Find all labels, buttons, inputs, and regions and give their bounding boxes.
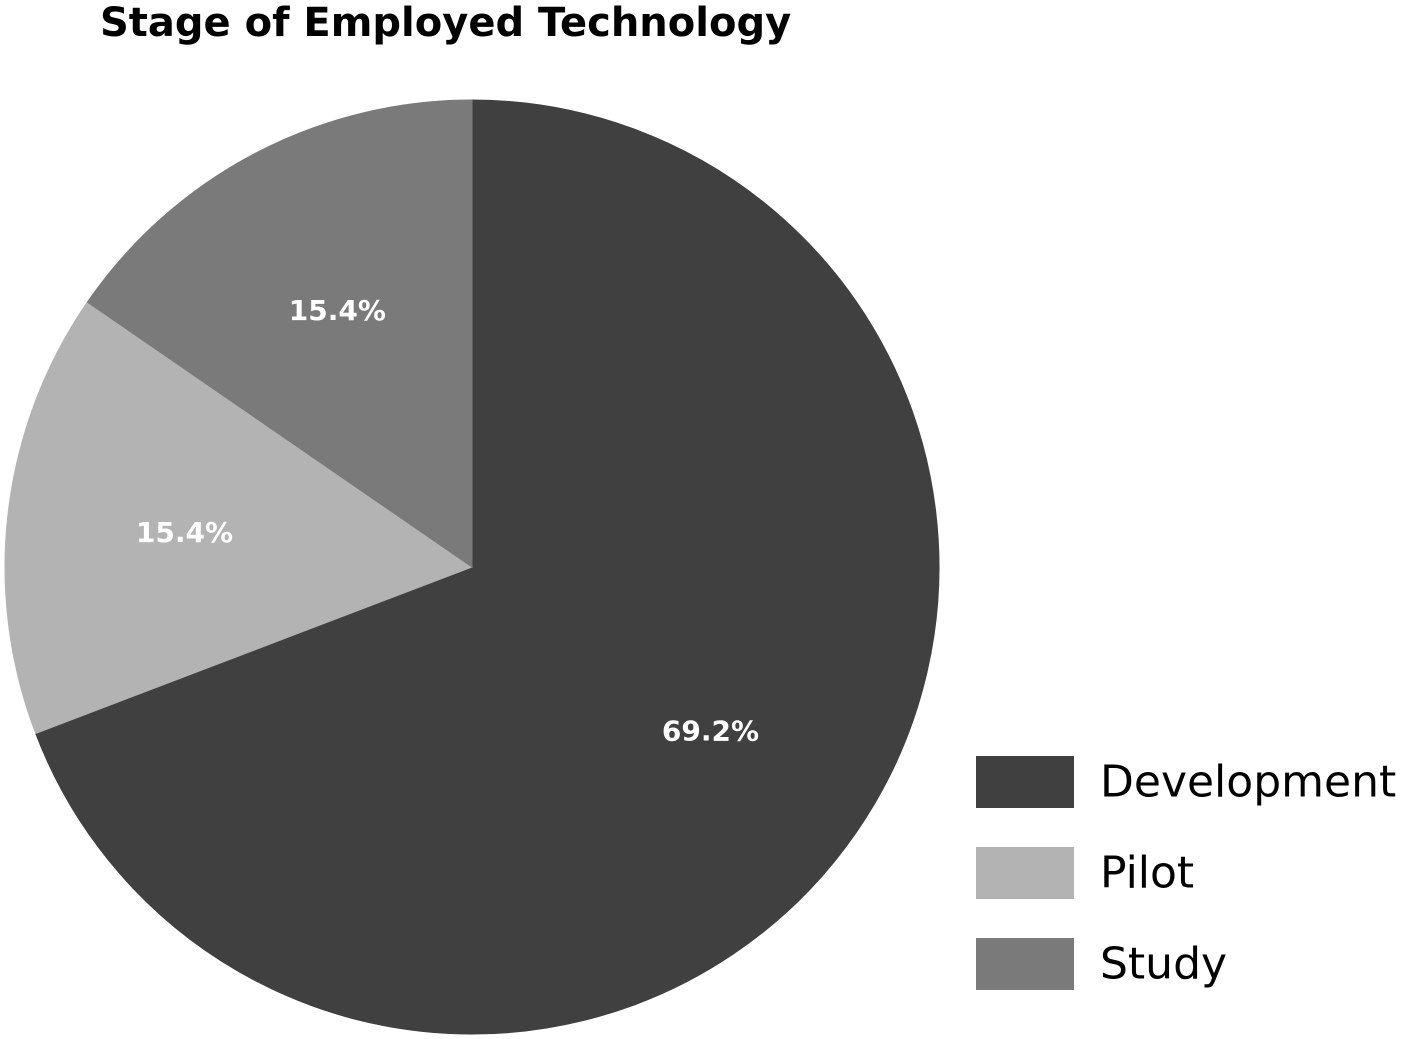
pie-slice-study <box>86 99 473 568</box>
legend-swatch-development <box>976 756 1074 808</box>
pie-slice-development <box>35 99 940 1035</box>
legend-swatch-pilot <box>976 847 1074 899</box>
legend-label-study: Study <box>1100 939 1227 990</box>
legend-label-pilot: Pilot <box>1100 848 1194 899</box>
pie-slice-labels: 69.2% 15.4% 15.4% <box>136 294 759 748</box>
pie-slice-pilot <box>4 301 474 735</box>
slice-value-label-study: 15.4% <box>289 294 386 327</box>
legend-label-development: Development <box>1100 757 1396 808</box>
legend-swatch-study <box>976 938 1074 990</box>
legend: Development Pilot Study <box>976 756 1396 990</box>
chart-title: Stage of Employed Technology <box>100 0 791 46</box>
pie-slices <box>4 99 940 1035</box>
slice-value-label-pilot: 15.4% <box>136 516 233 549</box>
slice-value-label-development: 69.2% <box>662 715 759 748</box>
